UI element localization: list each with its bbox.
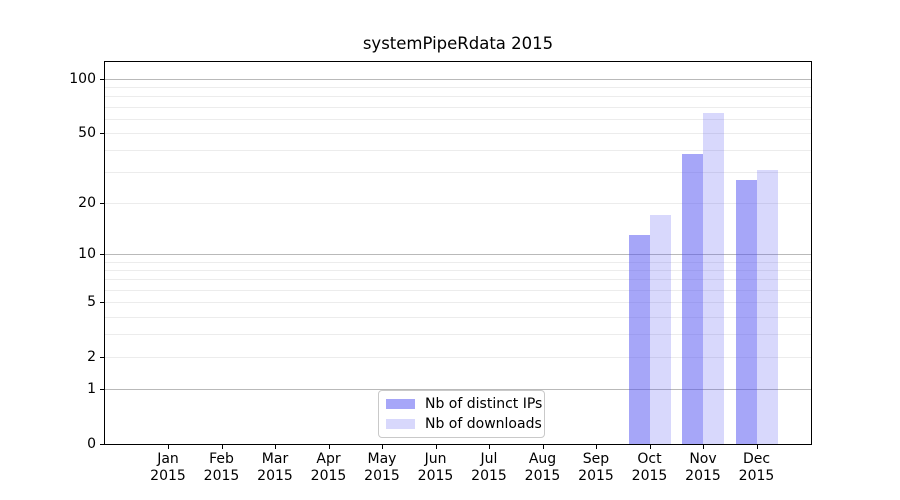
legend-swatch-downloads <box>386 419 415 429</box>
y-axis-tick-mark <box>100 132 104 134</box>
x-tick-year: 2015 <box>685 467 721 484</box>
y-axis-tick-label: 1 <box>87 381 96 398</box>
x-tick-month: Oct <box>637 451 662 467</box>
x-tick-year: 2015 <box>310 467 347 484</box>
x-axis-tick-mark <box>756 445 758 449</box>
gridline-minor <box>105 279 811 281</box>
y-axis-tick-mark <box>100 444 104 445</box>
x-axis-tick-label: Mar 2015 <box>243 451 307 484</box>
gridline-minor <box>105 290 811 292</box>
x-tick-year: 2015 <box>578 467 614 484</box>
gridline-minor <box>105 261 811 263</box>
y-axis-tick-mark <box>100 78 104 80</box>
y-axis-tick-label: 20 <box>78 195 96 212</box>
y-axis-tick-label: 10 <box>78 246 96 263</box>
bar-downloads <box>756 169 778 444</box>
plot-area <box>104 61 812 445</box>
y-axis-tick-mark <box>100 302 104 304</box>
y-axis-tick-mark <box>100 389 104 391</box>
gridline-minor <box>105 150 811 152</box>
x-axis-tick-mark <box>382 445 383 449</box>
x-tick-month: Nov <box>689 451 717 467</box>
bar-distinct-ips <box>682 154 703 444</box>
x-tick-month: Apr <box>316 451 341 467</box>
x-tick-year: 2015 <box>203 467 240 484</box>
x-axis-tick-label: Jul 2015 <box>457 451 521 484</box>
gridline-major <box>105 254 811 256</box>
x-tick-year: 2015 <box>150 467 186 484</box>
x-tick-year: 2015 <box>631 467 668 484</box>
x-axis-tick-mark <box>489 445 490 449</box>
gridline-minor <box>105 334 811 336</box>
bar-distinct-ips <box>735 180 757 444</box>
x-axis-tick-mark <box>596 445 597 449</box>
x-axis-tick-label: Aug 2015 <box>511 451 575 484</box>
x-tick-year: 2015 <box>257 467 293 484</box>
x-tick-month: Jun <box>424 451 447 467</box>
gridline-minor <box>105 316 811 318</box>
x-axis-tick-mark <box>703 445 704 449</box>
legend-label: Nb of downloads <box>425 416 542 432</box>
gridline-minor <box>105 106 811 108</box>
x-tick-year: 2015 <box>471 467 507 484</box>
gridline-minor <box>105 172 811 174</box>
x-axis-tick-label: Nov 2015 <box>671 451 735 484</box>
legend-item: Nb of distinct IPs <box>386 396 544 412</box>
gridline-minor <box>105 302 811 304</box>
legend-box: Nb of distinct IPs Nb of downloads <box>378 390 545 438</box>
x-axis-tick-mark <box>275 445 276 449</box>
x-tick-month: Jul <box>480 451 498 467</box>
gridline-minor <box>105 203 811 205</box>
x-tick-month: Mar <box>261 451 289 467</box>
legend-label: Nb of distinct IPs <box>425 396 543 412</box>
x-axis-tick-label: Jan 2015 <box>136 451 200 484</box>
x-tick-month: May <box>367 451 397 467</box>
y-axis-tick-label: 0 <box>87 436 96 452</box>
x-axis-tick-label: Jun 2015 <box>404 451 468 484</box>
gridline-major <box>105 389 811 391</box>
x-tick-month: Aug <box>528 451 557 467</box>
y-axis-tick-mark <box>100 254 104 256</box>
x-tick-year: 2015 <box>738 467 775 484</box>
x-axis-tick-mark <box>542 445 544 449</box>
gridline-minor <box>105 132 811 134</box>
x-tick-year: 2015 <box>417 467 454 484</box>
x-axis-tick-label: Apr 2015 <box>297 451 361 484</box>
gridline-minor <box>105 87 811 89</box>
bar-downloads <box>703 112 724 444</box>
gridline-minor <box>105 357 811 359</box>
x-axis-tick-label: Dec 2015 <box>725 451 789 484</box>
y-axis-tick-mark <box>100 203 104 205</box>
x-axis-tick-mark <box>221 445 223 449</box>
x-axis-tick-label: Sep 2015 <box>564 451 628 484</box>
y-axis-tick-label: 5 <box>87 294 96 311</box>
x-axis-tick-mark <box>168 445 169 449</box>
legend-item: Nb of downloads <box>386 416 544 432</box>
gridline-minor <box>105 96 811 98</box>
x-axis-tick-mark <box>328 445 330 449</box>
x-tick-year: 2015 <box>364 467 400 484</box>
y-axis-tick-label: 2 <box>87 349 96 366</box>
x-tick-month: Sep <box>582 451 610 467</box>
x-axis-tick-label: Oct 2015 <box>618 451 682 484</box>
bar-downloads <box>649 215 671 444</box>
gridline-major <box>105 78 811 80</box>
y-axis-tick-mark <box>100 357 104 359</box>
chart-title: systemPipeRdata 2015 <box>362 34 554 53</box>
x-axis-tick-label: Feb 2015 <box>190 451 254 484</box>
gridline-minor <box>105 270 811 272</box>
x-axis-tick-mark <box>649 445 651 449</box>
y-axis-tick-label: 50 <box>78 124 96 141</box>
x-tick-month: Dec <box>742 451 771 467</box>
x-tick-year: 2015 <box>524 467 561 484</box>
bar-distinct-ips <box>628 235 650 444</box>
y-axis-tick-label: 100 <box>69 70 96 87</box>
x-axis-tick-label: May 2015 <box>350 451 414 484</box>
x-tick-month: Feb <box>209 451 234 467</box>
x-tick-month: Jan <box>157 451 179 467</box>
gridline-minor <box>105 118 811 120</box>
legend-swatch-distinct-ips <box>386 399 415 409</box>
x-axis-tick-mark <box>435 445 437 449</box>
